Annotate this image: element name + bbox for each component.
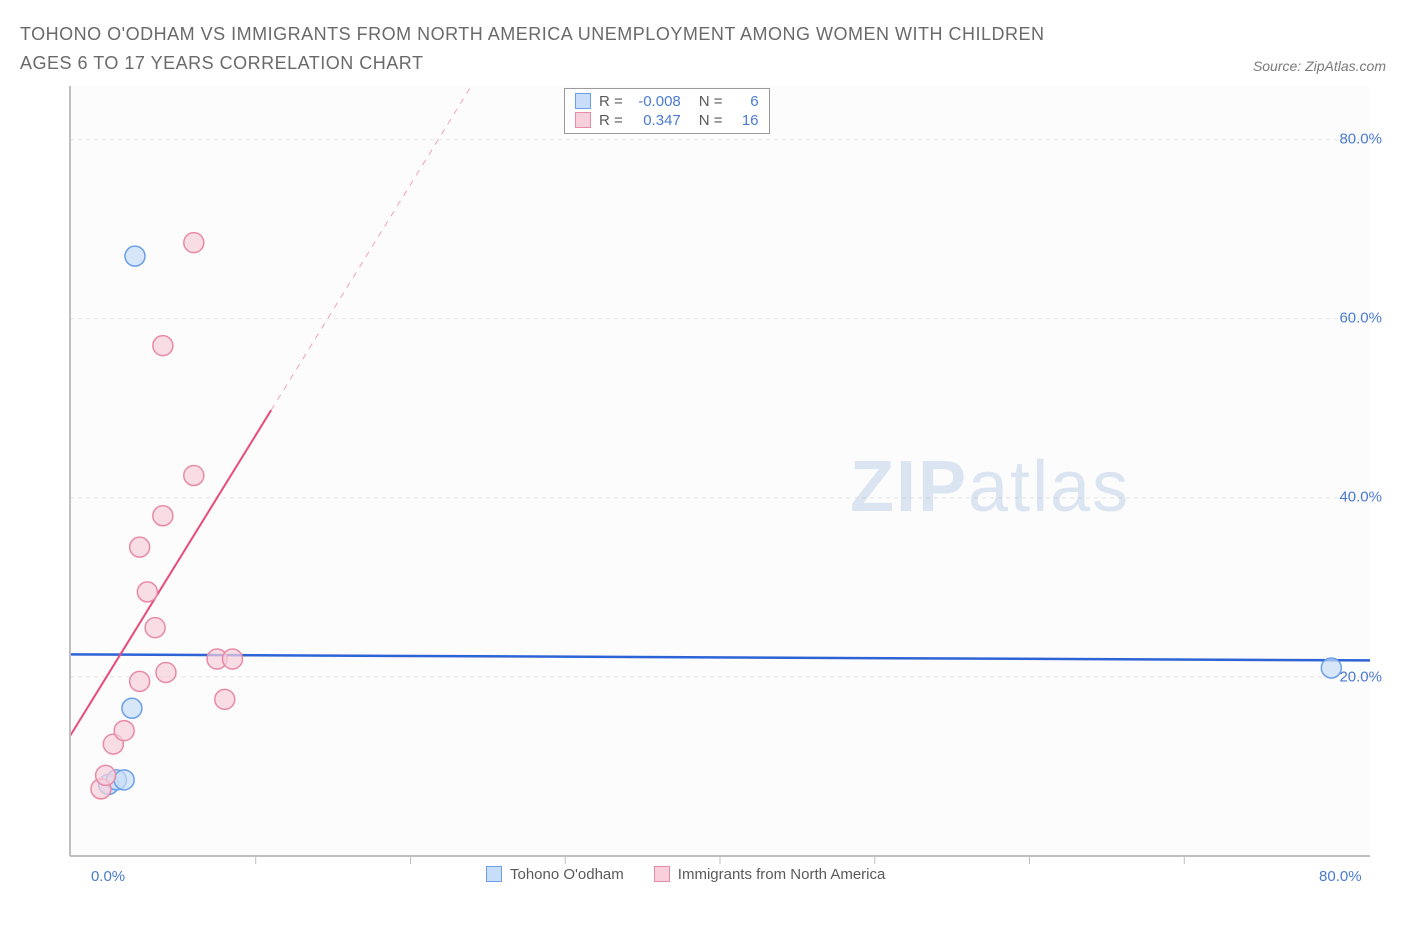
stats-row: R =-0.008N =6 — [575, 93, 759, 110]
y-axis-tick-label: 40.0% — [1339, 489, 1382, 506]
series-legend: Tohono O'odham Immigrants from North Amer… — [486, 866, 885, 883]
y-axis-tick-label: 20.0% — [1339, 668, 1382, 685]
scatter-plot — [20, 86, 1386, 906]
stats-row: R =0.347N =16 — [575, 112, 759, 129]
stats-legend: R =-0.008N =6 R =0.347N =16 — [564, 88, 770, 134]
y-axis-tick-label: 80.0% — [1339, 131, 1382, 148]
legend-item: Tohono O'odham — [486, 866, 624, 883]
chart-area: Unemployment Among Women with Children A… — [20, 86, 1386, 906]
y-axis-tick-label: 60.0% — [1339, 310, 1382, 327]
x-axis-max-label: 80.0% — [1319, 868, 1362, 885]
chart-title: TOHONO O'ODHAM VS IMMIGRANTS FROM NORTH … — [20, 20, 1070, 78]
source-label: Source: ZipAtlas.com — [1253, 58, 1386, 78]
x-axis-min-label: 0.0% — [91, 868, 125, 885]
legend-item: Immigrants from North America — [654, 866, 886, 883]
